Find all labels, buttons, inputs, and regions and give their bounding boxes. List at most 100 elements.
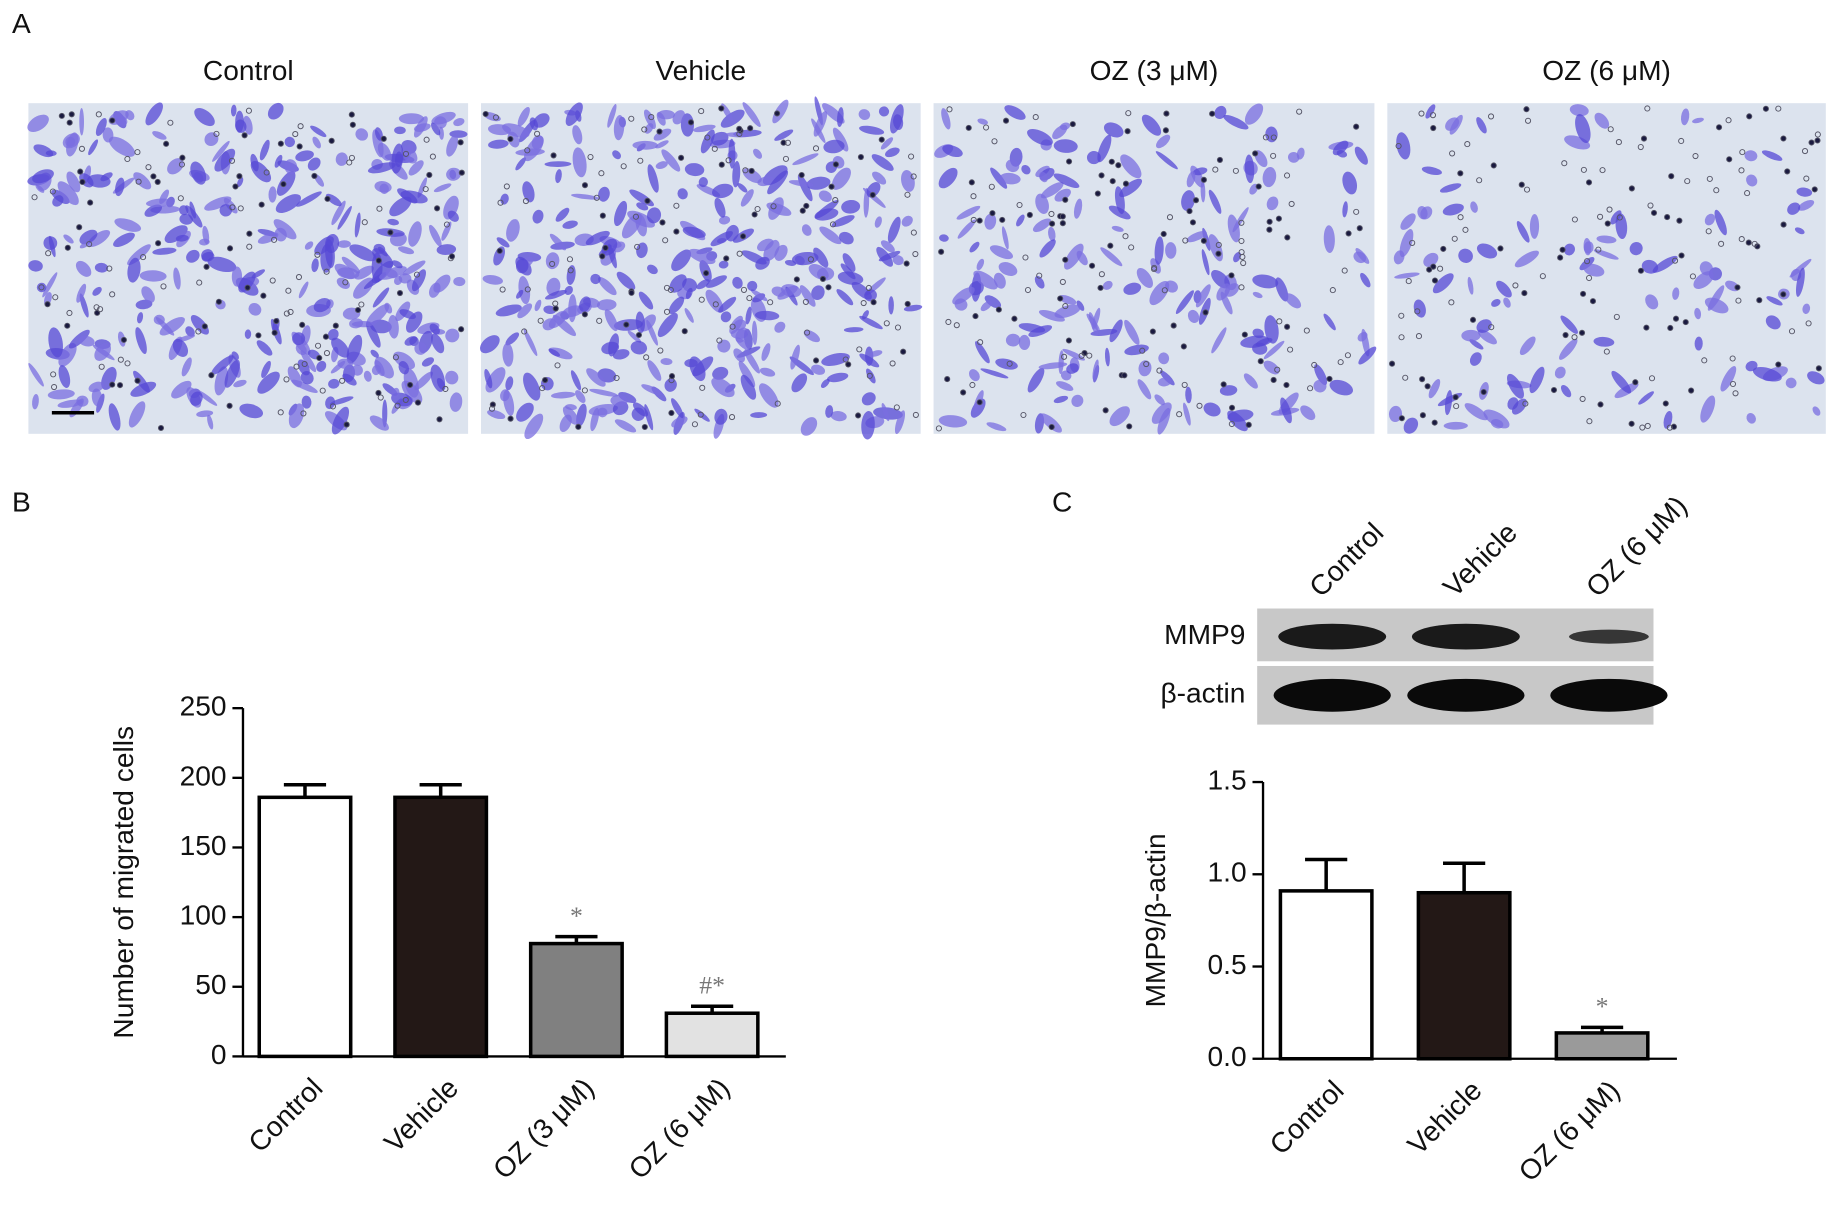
- pore: [1480, 388, 1487, 396]
- cell: [507, 131, 520, 148]
- cell: [680, 113, 694, 137]
- pore: [1718, 240, 1725, 247]
- cell: [374, 360, 385, 377]
- pore: [106, 265, 113, 272]
- pore: [739, 233, 747, 240]
- cell: [394, 126, 406, 135]
- cell: [1201, 249, 1210, 276]
- pore: [1078, 352, 1085, 359]
- cell: [75, 260, 92, 277]
- pore: [300, 410, 307, 417]
- pore: [903, 260, 910, 267]
- pore: [277, 140, 284, 147]
- pore: [329, 403, 337, 410]
- cell: [1066, 363, 1079, 374]
- cell: [179, 205, 189, 216]
- cell: [808, 264, 829, 280]
- cell: [1016, 214, 1025, 227]
- pore: [1266, 218, 1273, 225]
- cell: [1785, 377, 1797, 389]
- cell: [1141, 114, 1162, 136]
- pore: [1170, 322, 1177, 329]
- cell: [861, 392, 876, 406]
- cell: [757, 176, 774, 187]
- cell: [1744, 150, 1758, 162]
- cell: [78, 335, 95, 347]
- pore: [1701, 357, 1708, 364]
- pore: [1580, 166, 1587, 173]
- y-tick-label: 150: [180, 830, 227, 861]
- pore: [117, 356, 124, 363]
- cell: [1120, 154, 1142, 179]
- cell: [52, 195, 64, 207]
- pore: [1606, 206, 1613, 213]
- pore: [1189, 219, 1197, 226]
- cell: [137, 312, 144, 324]
- pore: [878, 136, 885, 143]
- pore: [637, 157, 644, 164]
- pore: [95, 111, 102, 118]
- pore: [426, 171, 433, 178]
- pore: [856, 346, 863, 353]
- cell: [523, 372, 541, 401]
- cell: [565, 102, 583, 126]
- cell: [1156, 134, 1171, 149]
- cell: [885, 147, 900, 158]
- cell: [1761, 150, 1783, 161]
- pore: [1814, 131, 1821, 138]
- cell: [718, 260, 729, 269]
- cell: [562, 305, 584, 318]
- cell: [522, 181, 535, 203]
- pore: [269, 277, 276, 284]
- pore: [226, 402, 233, 409]
- cell: [257, 371, 280, 394]
- cell: [1425, 104, 1436, 119]
- pore: [1181, 381, 1188, 388]
- pore: [140, 254, 147, 261]
- cell: [95, 118, 107, 137]
- pore: [799, 207, 806, 214]
- cell: [267, 102, 284, 120]
- cell: [186, 249, 200, 263]
- cell: [551, 391, 576, 399]
- pore: [292, 131, 299, 138]
- cell: [548, 348, 560, 357]
- pore: [1200, 237, 1207, 244]
- pore: [1664, 214, 1671, 221]
- cell: [87, 174, 111, 188]
- cell: [488, 139, 509, 149]
- pore: [1048, 210, 1055, 217]
- pore: [358, 301, 365, 308]
- cell: [740, 374, 757, 400]
- pore: [1196, 402, 1203, 409]
- cell: [1503, 297, 1511, 308]
- cell: [806, 176, 831, 190]
- cell: [108, 403, 121, 431]
- pore: [754, 205, 761, 213]
- cell: [329, 396, 354, 406]
- pore: [628, 115, 635, 122]
- cell: [370, 349, 379, 358]
- cell: [1496, 280, 1512, 298]
- pore: [245, 107, 252, 114]
- cell: [445, 370, 459, 385]
- pore: [1270, 134, 1277, 141]
- pore: [232, 183, 239, 190]
- cell: [331, 337, 350, 358]
- cell: [449, 392, 463, 412]
- pore: [593, 194, 600, 201]
- cell: [517, 106, 530, 127]
- pore: [1672, 315, 1680, 322]
- pore: [423, 136, 430, 143]
- band: [1278, 623, 1387, 650]
- pore: [1143, 361, 1150, 368]
- y-tick-label: 1.5: [1208, 764, 1247, 795]
- cell: [589, 388, 619, 397]
- cell: [453, 276, 466, 287]
- pore: [1239, 253, 1246, 260]
- cell: [33, 144, 54, 158]
- pore: [1561, 160, 1568, 167]
- pore: [157, 424, 165, 432]
- pore: [273, 318, 280, 325]
- pore: [1523, 106, 1530, 113]
